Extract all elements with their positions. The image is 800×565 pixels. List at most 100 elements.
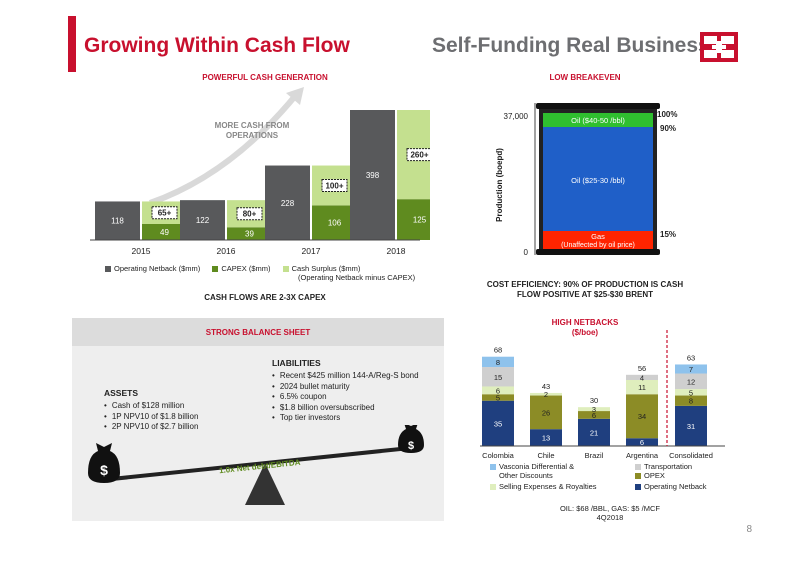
netbacks-title-1: HIGH NETBACKS: [551, 318, 619, 327]
country-tick-label: Brazil: [585, 451, 604, 460]
segment-value-label: 15: [494, 373, 502, 382]
capex-bar: [312, 205, 357, 240]
netback-segment: [578, 418, 610, 446]
netback-segment: [530, 429, 562, 446]
segment-value-label: 6: [592, 411, 596, 420]
surplus-callout-label: 260+: [410, 151, 428, 160]
liability-item: $1.8 billion oversubscribed: [272, 403, 419, 414]
surplus-callout-label: 65+: [158, 209, 172, 218]
surplus-callout-label: 80+: [243, 210, 257, 219]
legend-opex: OPEX: [635, 471, 730, 480]
arrow-label-line1: MORE CASH FROM: [215, 121, 290, 130]
pct-15: 15%: [660, 230, 676, 239]
segment-value-label: 2: [544, 390, 548, 399]
asset-item: 2P NPV10 of $2.7 billion: [104, 422, 199, 433]
surplus-callout-box: [236, 207, 263, 221]
netback-value-label: 122: [196, 216, 210, 225]
country-tick-label: Consolidated: [669, 451, 713, 460]
year-tick-label: 2017: [302, 246, 321, 256]
breakeven-ylabel: Production (boepd): [495, 148, 504, 222]
netback-bar: [95, 201, 140, 240]
segment-value-label: 6: [640, 438, 644, 447]
netback-value-label: 398: [366, 171, 380, 180]
segment-value-label: 12: [687, 377, 695, 386]
liabilities-block: LIABILITIES Recent $425 million 144-A/Re…: [272, 358, 419, 424]
legend-surplus: Cash Surplus ($mm): [282, 264, 360, 273]
segment-value-label: 34: [638, 412, 646, 421]
surplus-callout-box: [151, 206, 178, 220]
netback-segment: [578, 411, 610, 419]
netback-segment: [626, 438, 658, 446]
segment-value-label: 5: [496, 393, 500, 402]
liability-item: 2024 bullet maturity: [272, 382, 419, 393]
segment-oil-40-50: [543, 113, 653, 127]
legend-capex: CAPEX ($mm): [212, 264, 271, 273]
segment-value-label: 7: [689, 365, 693, 374]
netback-segment: [675, 405, 707, 446]
page-number: 8: [746, 524, 752, 535]
company-logo: [700, 32, 738, 62]
segment-gas: [543, 231, 653, 249]
assets-list: Cash of $128 million 1P NPV10 of $1.8 bi…: [104, 401, 199, 433]
netback-segment: [675, 389, 707, 396]
legend-surplus-note: (Operating Netback minus CAPEX): [298, 273, 416, 282]
netback-segment: [626, 394, 658, 439]
scale-beam: [101, 445, 421, 482]
netbacks-footer-1: OIL: $68 /BBL, GAS: $5 /MCF: [559, 504, 661, 513]
label-gas: Gas: [591, 232, 605, 241]
asset-item: Cash of $128 million: [104, 401, 198, 412]
legend-transport: Transportation: [635, 462, 730, 471]
breakeven-footer-line2: FLOW POSITIVE AT $25-$30 BRENT: [516, 290, 654, 299]
growth-arrow-head: [286, 87, 304, 105]
capex-bar: [142, 223, 187, 240]
balance-scale: 1.0x Net debt/EBITDA $ $: [88, 425, 424, 505]
netback-segment: [675, 395, 707, 406]
netback-segment: [482, 400, 514, 446]
capex-value-label: 106: [328, 219, 342, 228]
money-bag-left-icon: $: [88, 443, 120, 483]
page-title-right: Self-Funding Real Business: [432, 34, 710, 57]
liabilities-list: Recent $425 million 144-A/Reg-S bond 202…: [272, 371, 419, 424]
breakeven-chart: Production (boepd) 37,000 0 Oil ($40-50 …: [495, 103, 677, 257]
cash-chart: MORE CASH FROM OPERATIONS 118 49 65+ 2015 12…: [90, 87, 430, 256]
total-value-label: 56: [638, 364, 646, 373]
segment-value-label: 8: [689, 397, 693, 406]
total-value-label: 68: [494, 346, 502, 355]
country-tick-label: Argentina: [626, 451, 659, 460]
label-gas-note: (Unaffected by oil price): [561, 242, 635, 249]
netback-bar: [180, 200, 225, 240]
netback-segment: [482, 367, 514, 387]
breakeven-ybottom: 0: [524, 248, 529, 257]
liability-item: Top tier investors: [272, 413, 419, 424]
netback-segment: [675, 364, 707, 374]
segment-value-label: 35: [494, 419, 502, 428]
capex-bar: [397, 199, 430, 240]
capex-bar: [227, 227, 272, 240]
netback-segment: [626, 380, 658, 395]
netback-bar: [265, 165, 310, 240]
segment-value-label: 4: [640, 373, 644, 382]
netback-segment: [578, 407, 610, 412]
label-oil-40-50: Oil ($40-50 /bbl): [571, 116, 625, 125]
assets-block: ASSETS Cash of $128 million 1P NPV10 of …: [104, 388, 198, 433]
year-tick-label: 2018: [387, 246, 406, 256]
capex-value-label: 39: [245, 230, 254, 239]
netback-value-label: 118: [111, 217, 124, 226]
segment-value-label: 6: [496, 386, 500, 395]
title-accent-bar: [68, 16, 76, 72]
netbacks-footer-2: 4Q2018: [596, 513, 624, 522]
netback-segment: [530, 395, 562, 430]
legend-vasconia: Vasconia Differential & Other Discounts: [490, 462, 574, 480]
netbacks-chart: 355615868Colombia1326243Chile216330Brazi…: [480, 330, 725, 460]
country-tick-label: Colombia: [482, 451, 515, 460]
segment-value-label: 13: [542, 434, 550, 443]
netback-segment: [482, 386, 514, 395]
cash-footer: CASH FLOWS ARE 2-3X CAPEX: [204, 293, 326, 302]
netback-bar: [350, 110, 395, 240]
legend-selling: Selling Expenses & Royalties: [490, 482, 597, 491]
segment-value-label: 5: [689, 388, 693, 397]
balance-sheet-title: STRONG BALANCE SHEET: [205, 328, 311, 337]
svg-text:$: $: [408, 440, 414, 452]
scale-fulcrum: [245, 463, 285, 505]
money-bag-right-icon: $: [398, 425, 424, 453]
